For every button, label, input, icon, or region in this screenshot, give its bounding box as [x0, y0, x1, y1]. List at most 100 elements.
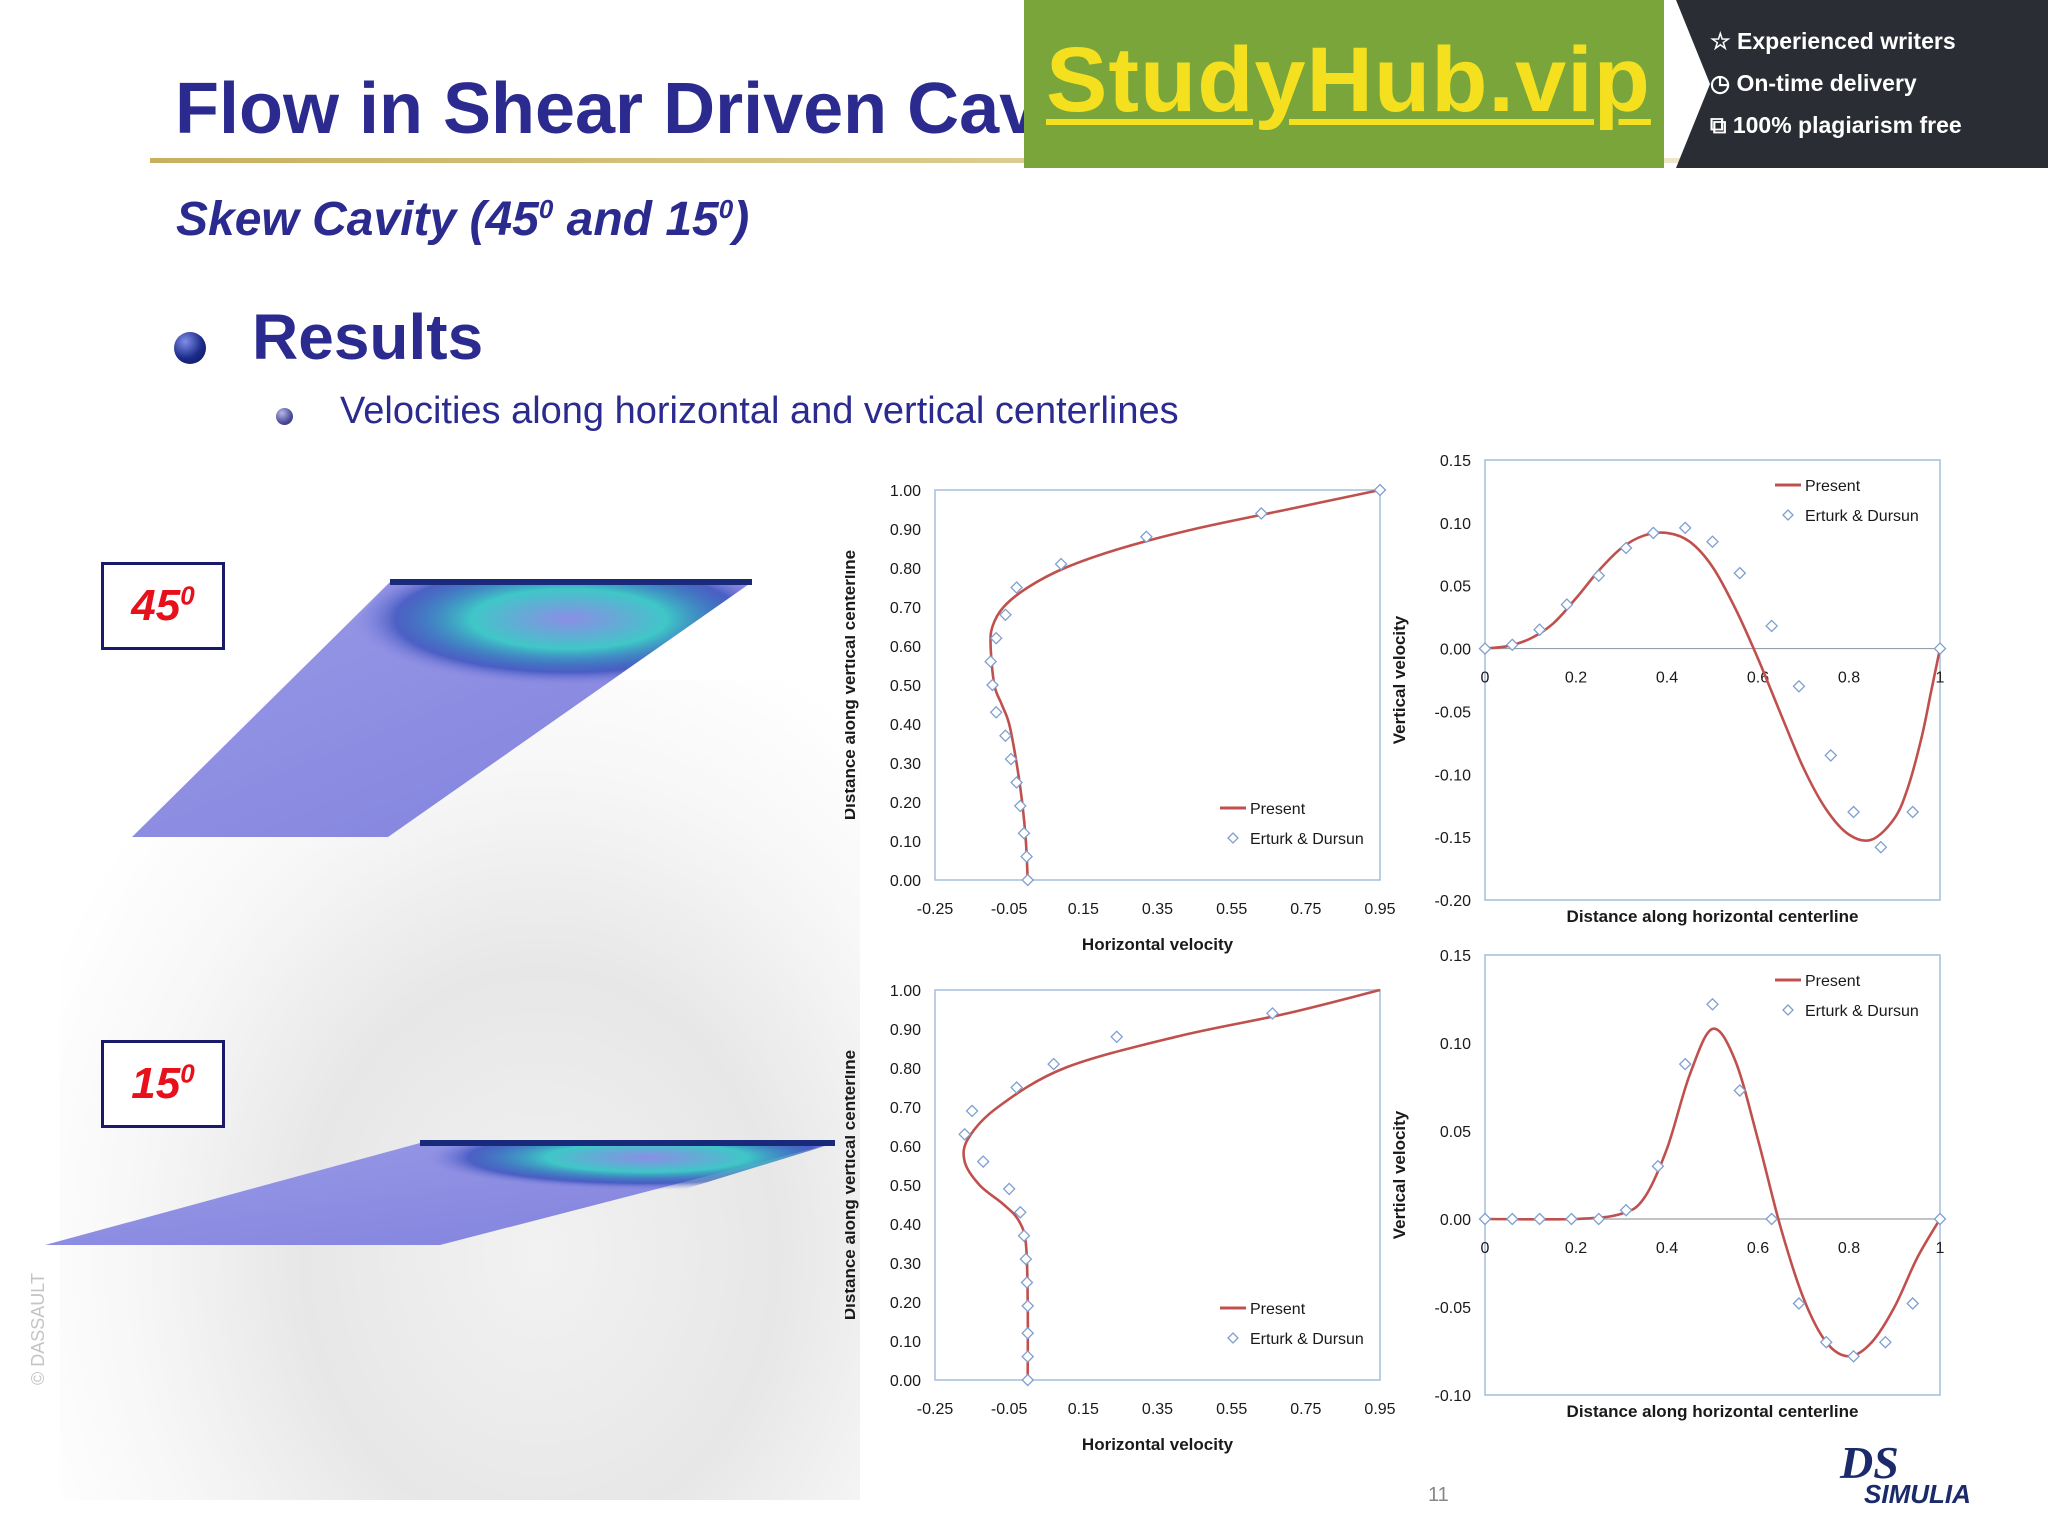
x-tick-label: 0.8: [1838, 670, 1860, 687]
legend-marker-swatch: [1227, 832, 1239, 844]
y-tick-label: 0.05: [1440, 1124, 1471, 1141]
reference-point-marker: [1010, 1081, 1024, 1094]
cavity-45-vortex: [270, 582, 752, 730]
reference-point-marker: [1706, 535, 1719, 549]
reference-point-marker: [1021, 1373, 1035, 1387]
ad-banner[interactable]: StudyHub.vip ☆ Experienced writers ◷ On-…: [1024, 0, 2048, 168]
y-tick-label: 0.70: [890, 1100, 921, 1117]
y-tick-label: -0.10: [1435, 767, 1472, 784]
y-tick-label: 0.20: [890, 795, 921, 812]
y-tick-label: 0.50: [890, 678, 921, 695]
reference-point-marker: [1013, 799, 1027, 813]
reference-point-marker: [1560, 598, 1574, 611]
reference-point-marker: [1619, 541, 1633, 555]
reference-point-marker: [1906, 1297, 1920, 1310]
x-tick-label: 0.35: [1142, 901, 1173, 918]
chart-u-45: 0.00 0.10 0.20 0.30 0.40 0.50 0.60 0.70 0.80 0.90…: [845, 483, 1396, 954]
reference-point-marker: [1733, 1084, 1747, 1097]
reference-point-marker: [1933, 1212, 1947, 1226]
reference-point-marker: [1533, 623, 1547, 637]
banner-feature-label: On-time delivery: [1736, 70, 1917, 96]
bullet-icon: [174, 332, 206, 364]
y-axis-label: Vertical velocity: [1390, 615, 1409, 744]
y-tick-label: 0.40: [890, 717, 921, 734]
reference-point-marker: [1254, 506, 1268, 520]
reference-point-marker: [1373, 483, 1387, 497]
y-tick-label: -0.05: [1435, 704, 1472, 721]
y-tick-label: -0.05: [1435, 1300, 1472, 1317]
angle-value: 45: [131, 581, 181, 630]
ds-logo-mark: DS: [1839, 1437, 1899, 1488]
angle-label-45: 450: [101, 562, 225, 650]
page-subtitle: Skew Cavity (450 and 150): [176, 192, 749, 247]
legend-entry-erturk-dursun: Erturk & Dursun: [1805, 508, 1919, 525]
reference-point-marker: [1505, 1212, 1519, 1226]
y-tick-label: 0.80: [890, 1061, 921, 1078]
y-tick-label: 0.70: [890, 600, 921, 617]
x-tick-label: -0.25: [917, 1401, 954, 1418]
series-line-present: [989, 488, 1381, 881]
reference-point-marker: [1706, 997, 1719, 1011]
reference-point-marker: [989, 631, 1003, 645]
x-tick-label: 0.15: [1068, 1401, 1099, 1418]
clock-icon: ◷: [1710, 70, 1731, 96]
reference-point-marker: [1017, 1229, 1031, 1243]
reference-point-marker: [989, 705, 1003, 719]
y-tick-label: 1.00: [890, 983, 921, 1000]
cavity-45-flow-image: [132, 579, 752, 837]
page-title: Flow in Shear Driven Cav: [175, 69, 1040, 149]
x-tick-label: 0.75: [1290, 901, 1321, 918]
copy-icon: ⧉: [1710, 112, 1727, 138]
subtitle-text-main: Skew Cavity (45: [176, 193, 539, 246]
reference-point-marker: [1765, 1212, 1779, 1226]
x-tick-label: -0.25: [917, 901, 954, 918]
banner-feature-label: 100% plagiarism free: [1732, 112, 1962, 138]
star-icon: ☆: [1710, 28, 1731, 54]
reference-point-marker: [1010, 776, 1024, 789]
reference-point-marker: [1651, 1159, 1665, 1173]
reference-point-marker: [1478, 642, 1492, 655]
reference-point-marker: [1478, 1212, 1492, 1226]
reference-point-marker: [1021, 1299, 1035, 1313]
reference-point-marker: [1678, 521, 1692, 535]
legend-entry-present: Present: [1805, 478, 1861, 495]
x-tick-label: 0.55: [1216, 1401, 1247, 1418]
reference-point-marker: [986, 678, 999, 692]
banner-feature-3: ⧉ 100% plagiarism free: [1710, 112, 1962, 139]
y-axis-label: Distance along vertical centerline: [845, 1050, 859, 1320]
subtitle-superscript-2: 0: [718, 194, 734, 224]
reference-point-marker: [1010, 581, 1024, 594]
reference-point-marker: [1021, 1350, 1035, 1364]
reference-point-marker: [1021, 1326, 1035, 1340]
reference-point-marker: [1592, 569, 1606, 583]
x-axis-label: Horizontal velocity: [1082, 1435, 1234, 1454]
reference-point-marker: [958, 1127, 972, 1141]
legend-entry-erturk-dursun: Erturk & Dursun: [1805, 1003, 1919, 1020]
reference-point-marker: [1819, 1335, 1833, 1349]
legend-entry-present: Present: [1250, 801, 1306, 818]
y-tick-label: -0.20: [1435, 893, 1472, 910]
reference-point-marker: [1013, 1205, 1027, 1219]
y-tick-label: 0.05: [1440, 579, 1471, 596]
x-tick-label: 0.35: [1142, 1401, 1173, 1418]
plot-frame: [1484, 459, 1941, 901]
legend-entry-erturk-dursun: Erturk & Dursun: [1250, 831, 1364, 848]
subtitle-text-mid: and 15: [553, 193, 719, 246]
reference-point-marker: [1565, 1212, 1578, 1226]
reference-point-marker: [1592, 1212, 1606, 1226]
reference-point-marker: [1824, 749, 1838, 762]
x-tick-label: 0.2: [1565, 670, 1587, 687]
x-tick-label: 0.2: [1565, 1240, 1587, 1257]
reference-point-marker: [1678, 1057, 1692, 1071]
y-tick-label: 1.00: [890, 483, 921, 500]
x-tick-label: 0.95: [1364, 1401, 1395, 1418]
reference-point-marker: [1619, 1203, 1633, 1217]
reference-point-marker: [999, 729, 1012, 743]
reference-point-marker: [1646, 526, 1660, 540]
reference-point-marker: [1874, 840, 1888, 854]
banner-dark-panel: [1676, 0, 2048, 168]
chart-v-45: 0.15 0.10 0.05 0.00 -0.05 -0.10 -0.15 -0.20 0 0.2…: [1390, 453, 1947, 926]
chart-v-15: 0.15 0.10 0.05 0.00 -0.05 -0.10 0 0.2 0.4 0.6 0.8 1…: [1390, 948, 1947, 1421]
y-axis-label: Distance along vertical centerline: [845, 550, 859, 820]
banner-brand-name[interactable]: StudyHub.vip: [1046, 29, 1651, 131]
